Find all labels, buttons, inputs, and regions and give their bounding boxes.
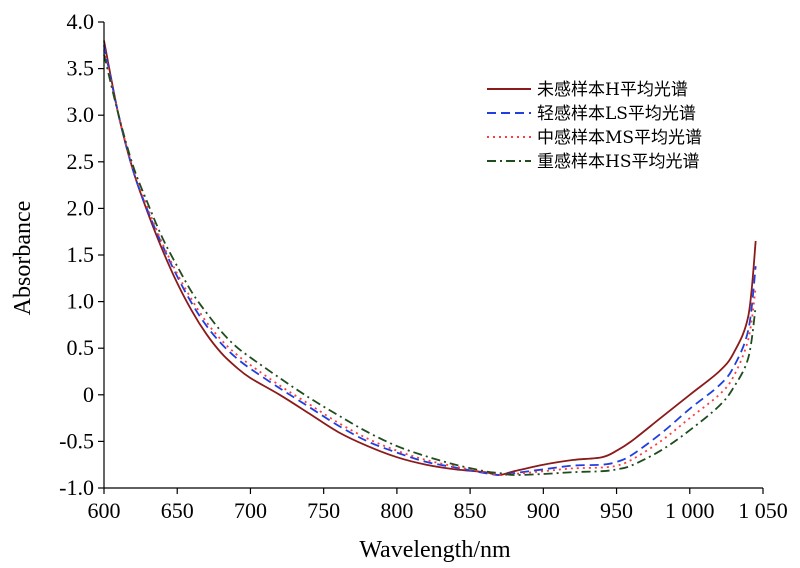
y-tick-label: 1.5 [67,242,95,267]
y-tick-label: 3.0 [67,102,95,127]
x-tick-label: 650 [161,498,194,523]
legend-label-3: 中感样本MS平均光谱 [537,128,702,148]
y-tick-label: 3.5 [67,56,95,81]
y-tick-label: 0.5 [67,335,95,360]
y-axis-title: Absorbance [10,201,36,316]
x-tick-label: 850 [454,498,487,523]
y-tick-label: 1.0 [67,289,95,314]
y-tick-label: 2.5 [67,149,95,174]
y-tick-label: -0.5 [59,428,94,453]
x-axis-title: Wavelength/nm [359,537,511,563]
x-tick-label: 900 [527,498,560,523]
x-tick-label: 1 050 [738,498,788,523]
series-line-2 [103,45,757,476]
series-line-1 [103,40,757,476]
y-tick-label: 4.0 [67,9,95,34]
series-line-4 [103,54,757,476]
y-tick-label: -1.0 [59,475,94,500]
x-tick-label: 1 000 [665,498,715,523]
x-tick-label: 700 [234,498,267,523]
series-layer [103,40,757,476]
y-tick-label: 2.0 [67,195,95,220]
legend-label-1: 未感样本H平均光谱 [537,80,688,100]
y-tick-label: 0 [83,382,94,407]
legend-label-4: 重感样本HS平均光谱 [537,152,699,172]
legend-label-2: 轻感样本LS平均光谱 [537,104,696,124]
x-tick-label: 750 [307,498,340,523]
x-tick-label: 950 [600,498,633,523]
x-tick-label: 800 [380,498,413,523]
x-tick-label: 600 [88,498,121,523]
axes-layer: 600 650 700 750 800 850 900 950 1 000 1 050 -1.0 -0… [59,9,788,523]
